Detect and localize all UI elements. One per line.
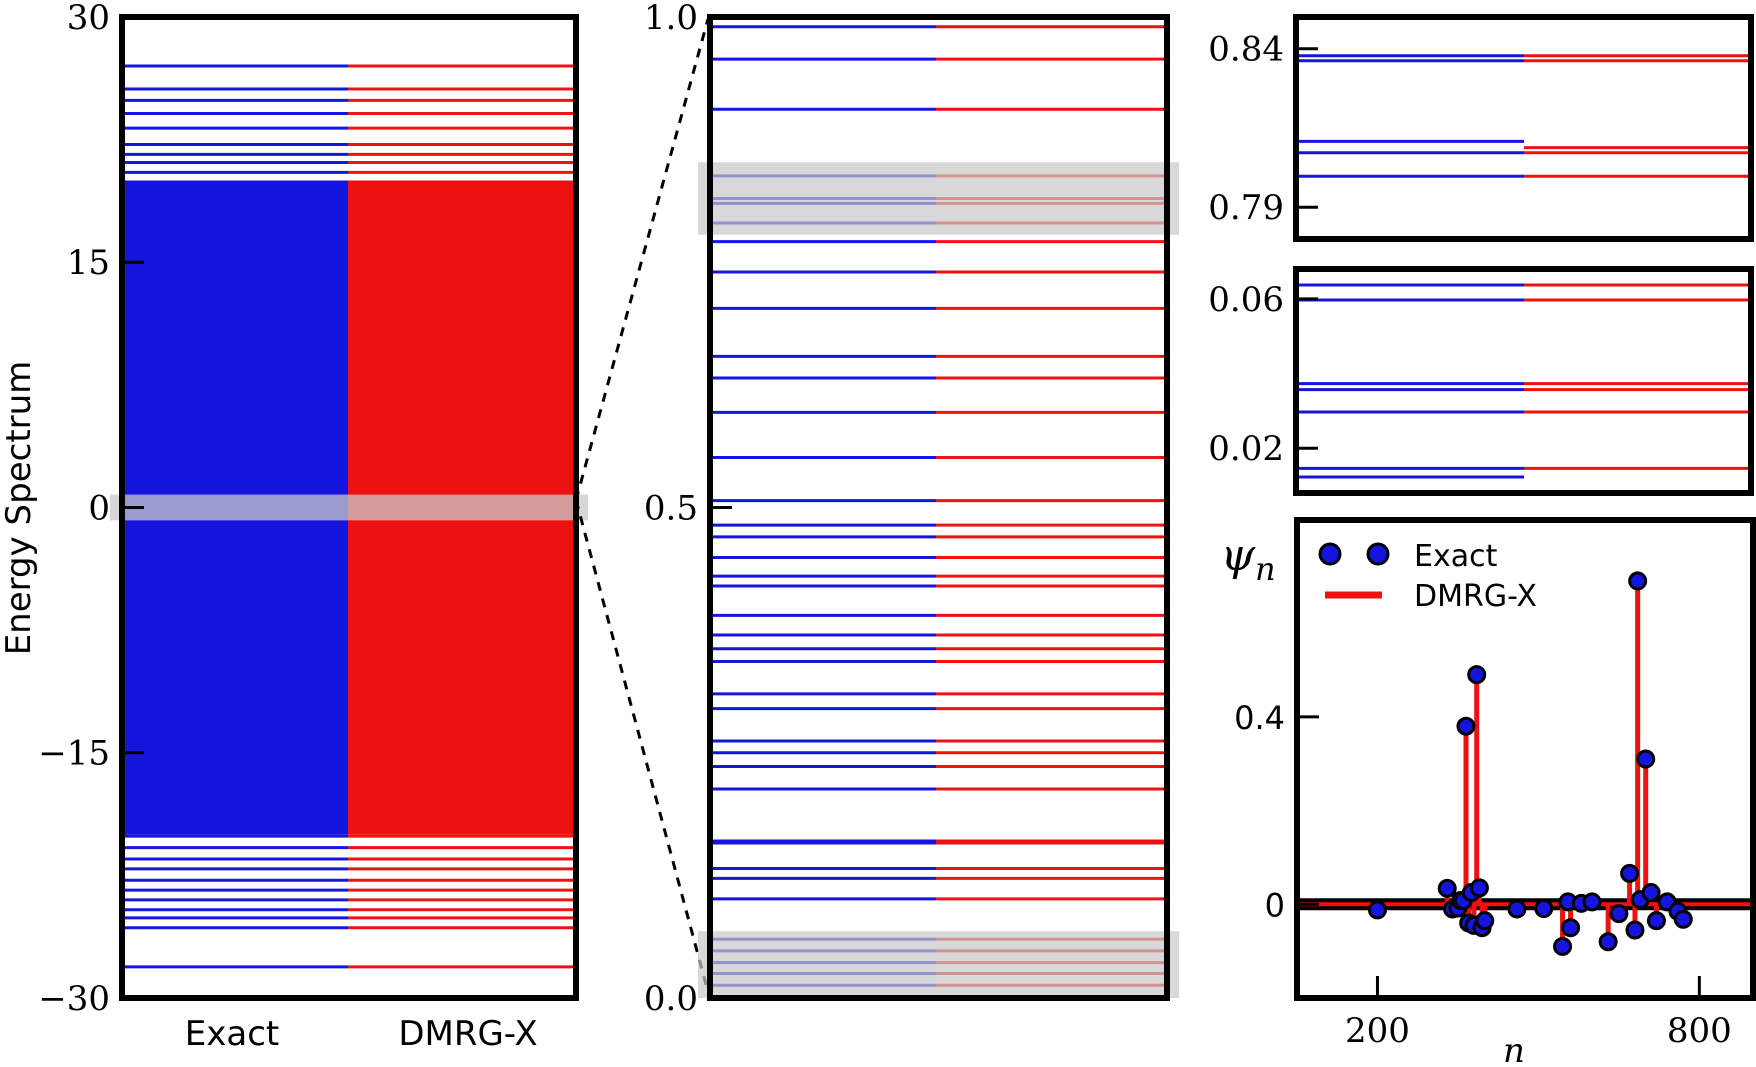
exact-point-13: [1475, 911, 1495, 931]
exact-point-21: [1598, 932, 1618, 952]
energy-spectrum-axis-label: Energy Spectrum: [0, 361, 39, 656]
zoom-top-panel: 0.84 0.79: [1208, 14, 1754, 242]
exact-point-6: [1456, 716, 1476, 736]
n-axis-label: n: [1503, 1031, 1525, 1067]
full-ytick-label-2: 0: [88, 488, 110, 528]
exact-point-11: [1469, 878, 1489, 898]
zoom-ytick-label-2: 0.0: [644, 979, 698, 1019]
exact-point-24: [1625, 920, 1645, 940]
psi-ytick-label-0: 0.4: [1234, 699, 1285, 737]
exact-point-25: [1628, 571, 1648, 591]
psi-xtick-label-0: 200: [1345, 1011, 1410, 1051]
exact-point-16: [1553, 936, 1573, 956]
full-ytick-label-1: 15: [67, 243, 110, 283]
exact-point-28: [1641, 883, 1661, 903]
exact-point-22: [1609, 904, 1629, 924]
category-label-dmrg-x: DMRG-X: [398, 1014, 537, 1054]
top-ytick-label-0: 0.84: [1208, 30, 1284, 70]
exact-point-10: [1467, 665, 1487, 685]
zoom-connector-upper: [574, 18, 710, 501]
exact-point-18: [1561, 918, 1581, 938]
full-zoom-highlight: [110, 494, 588, 521]
zoom-connector-lower: [574, 499, 710, 993]
exact-point-23: [1620, 863, 1640, 883]
full-ytick-label-4: −30: [38, 979, 110, 1019]
legend-dmrg-x-label: DMRG-X: [1414, 579, 1537, 614]
exact-point-32: [1673, 909, 1693, 929]
zoom-bottom-frame: [1293, 266, 1754, 496]
legend-exact-label: Exact: [1414, 539, 1498, 574]
wavefunction-frame: [1294, 517, 1756, 1001]
wavefunction-panel: 200 800 0.4 0 ψn n Exact DMRG-X: [1220, 517, 1756, 1067]
full-ytick-label-0: 30: [67, 0, 110, 38]
exact-point-27: [1636, 749, 1656, 769]
legend: Exact DMRG-X: [1318, 539, 1537, 614]
psi-ytick-label-1: 0: [1265, 886, 1285, 924]
zoom-top-frame: [1293, 14, 1754, 242]
bottom-ytick-label-0: 0.06: [1208, 280, 1284, 320]
zoom-highlight-0: [698, 162, 1179, 235]
zoom-ytick-label-0: 1.0: [644, 0, 698, 38]
exact-point-29: [1646, 911, 1666, 931]
zoom-spectrum-panel: 1.0 0.5 0.0: [644, 0, 1179, 1019]
legend-exact-marker-1: [1318, 542, 1342, 566]
top-ytick-label-1: 0.79: [1208, 188, 1284, 228]
exact-point-15: [1534, 898, 1554, 918]
psi-xtick-label-1: 800: [1667, 1011, 1732, 1051]
zoom-highlight-1: [698, 931, 1179, 998]
exact-point-20: [1582, 892, 1602, 912]
full-spectrum-panel: 30 15 0 −15 −30 Energy Spectrum Exact DMRG-X: [0, 0, 588, 1054]
exact-point-1: [1437, 878, 1457, 898]
full-ytick-label-3: −15: [38, 734, 110, 774]
exact-point-14: [1507, 899, 1527, 919]
zoom-ytick-label-1: 0.5: [644, 488, 698, 528]
exact-point-0: [1367, 900, 1387, 920]
zoom-bottom-panel: 0.06 0.02: [1208, 266, 1754, 496]
legend-exact-marker-2: [1366, 542, 1390, 566]
bottom-ytick-label-1: 0.02: [1208, 429, 1284, 469]
category-label-exact: Exact: [185, 1014, 279, 1054]
psi-axis-label: ψn: [1220, 530, 1275, 588]
